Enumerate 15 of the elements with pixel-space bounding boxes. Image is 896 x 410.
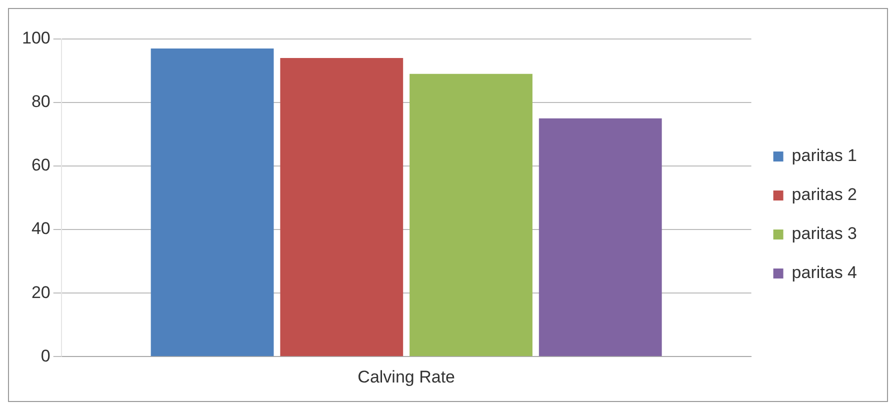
bar <box>280 58 404 356</box>
y-tick-label: 80 <box>31 92 50 112</box>
y-tick-label: 100 <box>22 28 50 48</box>
legend-label: paritas 3 <box>792 224 857 244</box>
legend-label: paritas 4 <box>792 263 857 282</box>
bar <box>410 74 532 356</box>
legend-label: paritas 1 <box>792 146 857 166</box>
bar <box>538 118 662 356</box>
y-tick-label: 0 <box>40 346 50 366</box>
x-tick-label: Calving Rate <box>358 367 455 386</box>
bar <box>150 48 274 356</box>
y-tick-label: 20 <box>31 282 50 302</box>
y-tick-label: 40 <box>31 219 50 238</box>
y-tick-label: 60 <box>31 156 50 175</box>
legend-label: paritas 2 <box>792 185 857 204</box>
